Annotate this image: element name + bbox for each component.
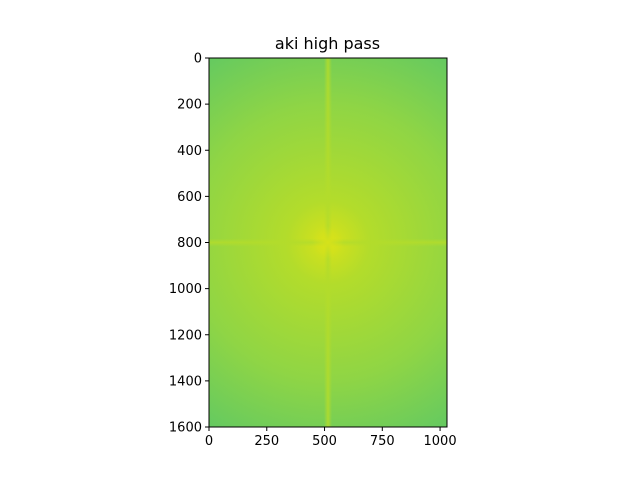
x-tick-label: 1000 [424, 434, 457, 449]
x-tick-label: 500 [312, 434, 337, 449]
y-tick-label: 1400 [169, 374, 202, 389]
y-tick-label: 1600 [169, 421, 202, 436]
y-tick-label: 400 [177, 144, 202, 159]
x-tick-label: 750 [370, 434, 395, 449]
y-tick-label: 600 [177, 190, 202, 205]
x-tick-label: 0 [205, 434, 213, 449]
x-axis: 0 250 500 750 1000 [205, 427, 457, 449]
chart-title: aki high pass [275, 34, 380, 53]
heatmap-image [209, 58, 447, 427]
y-tick-label: 800 [177, 236, 202, 251]
y-tick-label: 0 [194, 52, 202, 67]
y-tick-label: 1200 [169, 328, 202, 343]
x-tick-label: 250 [254, 434, 279, 449]
y-tick-label: 200 [177, 98, 202, 113]
center-peak [312, 226, 344, 259]
y-tick-label: 1000 [169, 282, 202, 297]
y-axis: 0 200 400 600 800 1000 1200 1400 1600 [169, 52, 209, 436]
